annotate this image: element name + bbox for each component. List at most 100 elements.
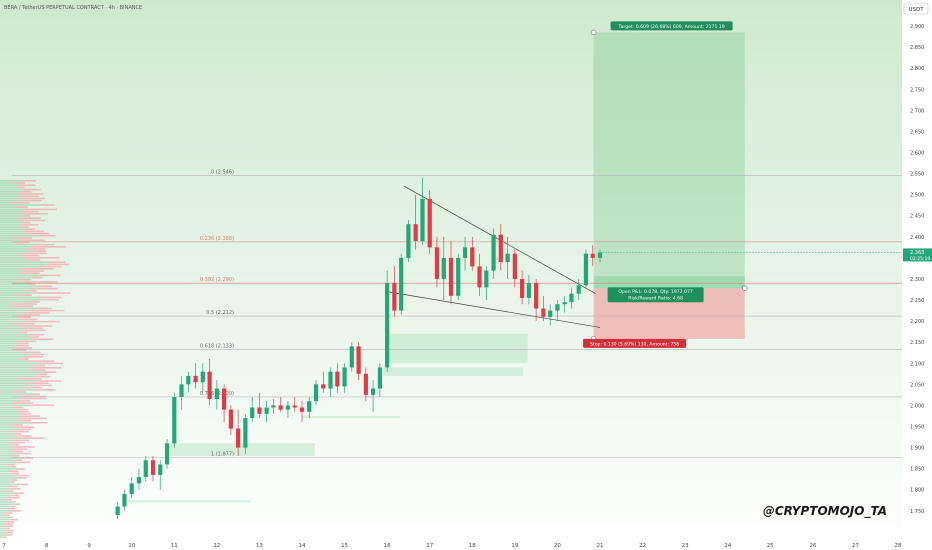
- volume-bar-sell: [8, 485, 18, 488]
- candle-down: [498, 234, 503, 263]
- volume-bar-buy: [0, 294, 14, 296]
- price-axis-panel[interactable]: [902, 0, 932, 550]
- volume-bar-sell: [14, 241, 30, 244]
- volume-bar-sell: [14, 503, 21, 505]
- stop-label: Stop: 0.130 (5.69%) 130, Amount: 758: [590, 342, 679, 348]
- volume-bar-buy: [0, 188, 21, 191]
- y-tick-label: 2.500: [910, 193, 924, 199]
- volume-bar-buy: [0, 424, 10, 426]
- y-tick-label: 1.850: [910, 467, 924, 473]
- volume-bar-buy: [0, 494, 11, 497]
- candle-up: [555, 304, 560, 311]
- volume-bar-buy: [0, 380, 35, 382]
- candle-up: [583, 253, 589, 286]
- volume-bar-sell: [11, 488, 21, 490]
- volume-bar-sell: [5, 521, 15, 523]
- volume-bar-buy: [0, 257, 24, 259]
- candle-up: [186, 375, 191, 385]
- volume-bar-sell: [33, 243, 55, 246]
- volume-bar-sell: [16, 400, 30, 402]
- volume-bar-sell: [20, 180, 37, 182]
- volume-bar-sell: [13, 433, 22, 435]
- volume-bar-sell: [17, 239, 45, 241]
- volume-bar-sell: [35, 307, 52, 310]
- volume-bar-buy: [0, 340, 18, 343]
- volume-bar-sell: [11, 406, 24, 409]
- candle-up: [385, 283, 390, 368]
- volume-bar-buy: [0, 426, 16, 428]
- volume-bar-sell: [19, 230, 44, 233]
- volume-bar-buy: [0, 362, 40, 365]
- volume-bar-sell: [15, 347, 33, 349]
- volume-bar-buy: [0, 444, 12, 446]
- volume-bar-buy: [0, 391, 13, 393]
- volume-bar-buy: [0, 450, 11, 453]
- volume-bar-buy: [0, 323, 13, 325]
- candle-up: [115, 506, 120, 515]
- x-tick-label: 23: [682, 543, 689, 549]
- volume-bar-sell: [12, 439, 30, 442]
- x-tick-label: 8: [45, 543, 49, 549]
- volume-bar-buy: [0, 345, 11, 347]
- long-position-tool[interactable]: [590, 29, 748, 342]
- volume-bar-buy: [0, 422, 28, 424]
- candle-up: [576, 285, 581, 294]
- volume-bar-buy: [0, 334, 29, 336]
- price-axis[interactable]: 2.900 2.850 2.800 2.750 2.700 2.650 2.600 2.550…: [903, 24, 932, 515]
- volume-bar-buy: [0, 243, 34, 246]
- volume-bar-sell: [20, 325, 53, 327]
- y-tick-label: 2.300: [910, 277, 924, 283]
- volume-bar-sell: [13, 303, 37, 305]
- candle-up: [462, 247, 468, 258]
- volume-bar-buy: [0, 433, 14, 435]
- volume-bar-sell: [5, 527, 11, 530]
- y-tick-label: 2.600: [910, 151, 924, 157]
- time-axis-panel: [0, 538, 932, 550]
- volume-bar-buy: [0, 325, 21, 327]
- volume-bar-sell: [17, 428, 32, 431]
- volume-bar-buy: [0, 338, 33, 340]
- volume-bar-buy: [0, 395, 19, 398]
- volume-bar-sell: [17, 327, 44, 329]
- candle-up: [548, 310, 553, 317]
- candle-up: [526, 283, 532, 298]
- volume-bar-buy: [0, 364, 34, 367]
- volume-bar-sell: [22, 199, 42, 202]
- candle-up: [164, 443, 170, 465]
- currency-badge[interactable]: [903, 2, 929, 15]
- volume-bar-buy: [0, 437, 18, 439]
- volume-bar-sell: [15, 492, 25, 494]
- volume-bar-sell: [34, 384, 52, 387]
- volume-bar-sell: [39, 362, 64, 365]
- volume-bar-sell: [16, 186, 25, 189]
- currency-label: USDT: [908, 7, 924, 13]
- volume-bar-sell: [22, 356, 44, 358]
- volume-bar-sell: [36, 285, 53, 288]
- volume-bar-sell: [14, 206, 28, 208]
- volume-bar-buy: [0, 226, 21, 228]
- volume-bar-sell: [18, 468, 25, 470]
- volume-bar-buy: [0, 265, 38, 268]
- volume-bar-buy: [0, 514, 5, 516]
- fib-level-label: 0.618 (2.133): [200, 343, 234, 349]
- volume-bar-sell: [20, 191, 32, 193]
- volume-bar-buy: [0, 367, 32, 369]
- volume-bar-buy: [0, 428, 18, 431]
- volume-bar-sell: [20, 221, 31, 224]
- volume-bar-buy: [0, 259, 27, 261]
- x-tick-label: 22: [639, 543, 646, 549]
- target-zone: [593, 32, 745, 289]
- volume-bar-sell: [3, 536, 7, 538]
- candle-up: [285, 405, 291, 410]
- candle-down: [207, 371, 212, 400]
- volume-bar-sell: [15, 378, 42, 380]
- volume-bar-buy: [0, 463, 7, 466]
- volume-bar-buy: [0, 281, 31, 283]
- candle-down: [221, 388, 227, 410]
- volume-bar-sell: [15, 461, 31, 464]
- volume-bar-buy: [0, 199, 23, 202]
- time-axis[interactable]: 7 8 9 10 11 12 13 14 15 16 17 18 19 20 21 22 23 24 25 26 27 2…: [0, 538, 932, 550]
- candle-up: [129, 483, 134, 494]
- volume-bar-buy: [0, 217, 19, 219]
- volume-bar-buy: [0, 435, 19, 437]
